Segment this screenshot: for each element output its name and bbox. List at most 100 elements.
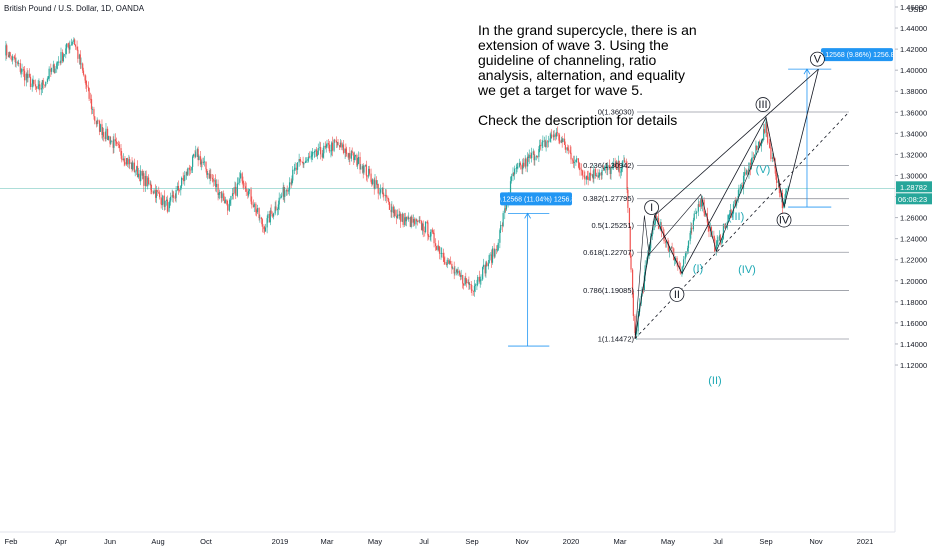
candle-body [155, 190, 157, 198]
candle-body [547, 141, 549, 143]
y-tick-label: 1.36000 [900, 108, 927, 117]
candle-body [248, 189, 251, 191]
candle-body [215, 183, 218, 188]
candle-body [124, 162, 126, 165]
x-tick-label: Mar [614, 537, 627, 546]
candle-body [476, 284, 478, 286]
candle-body [278, 197, 280, 205]
candle-body [552, 136, 554, 138]
candle-body [194, 154, 196, 157]
candle-body [767, 132, 769, 143]
candle-body [350, 151, 352, 159]
candle-body [416, 220, 419, 222]
candle-body [670, 246, 672, 248]
candle-body [404, 217, 406, 225]
y-tick-label: 1.42000 [900, 45, 927, 54]
candle-body [46, 78, 49, 82]
candle-body [420, 221, 423, 230]
candle-body [523, 162, 525, 167]
candle-body [643, 275, 645, 291]
candle-body [137, 173, 139, 178]
annotation-line: In the grand supercycle, there is an [478, 22, 697, 38]
candle-body [316, 149, 318, 156]
candle-body [242, 181, 244, 183]
candle-body [746, 170, 748, 175]
candle-body [598, 172, 601, 176]
candle-body [586, 175, 588, 177]
candle-body [142, 173, 144, 176]
candle-body [719, 235, 721, 244]
candle-body [527, 156, 530, 158]
candle-body [387, 197, 389, 199]
candle-body [71, 42, 73, 45]
candle-body [314, 149, 316, 152]
candle-body [626, 164, 628, 190]
candle-body [690, 227, 692, 233]
candle-body [456, 269, 458, 273]
measure-arrow [803, 68, 811, 75]
candle-body [701, 199, 704, 207]
y-tick-label: 1.18000 [900, 298, 927, 307]
candle-body [160, 197, 162, 205]
candle-body [567, 147, 569, 150]
candle-body [118, 144, 121, 149]
candle-body [697, 204, 699, 212]
candle-body [408, 217, 410, 219]
candle-body [769, 143, 771, 148]
x-tick-label: 2019 [272, 537, 289, 546]
y-tick-label: 1.46000 [900, 3, 927, 12]
candle-body [113, 139, 115, 148]
candle-body [48, 68, 50, 79]
x-tick-label: Apr [55, 537, 67, 546]
candle-body [151, 190, 153, 192]
candle-body [178, 190, 180, 191]
candle-body [544, 140, 546, 148]
candle-body [277, 204, 279, 210]
candle-body [777, 180, 779, 183]
candle-body [538, 149, 540, 158]
candle-body [445, 263, 448, 265]
candle-body [528, 154, 530, 158]
candle-body [555, 132, 558, 137]
candle-body [226, 199, 228, 205]
candle-body [531, 152, 533, 159]
candle-body [267, 213, 269, 219]
candle-body [186, 171, 188, 175]
candle-body [203, 161, 206, 163]
candle-body [84, 74, 86, 81]
candle-body [63, 54, 65, 56]
candle-body [130, 162, 132, 164]
candle-body [173, 195, 175, 198]
candle-body [496, 249, 499, 251]
candle-body [732, 204, 735, 214]
candle-body [175, 190, 177, 199]
candle-body [274, 206, 276, 214]
candle-body [342, 144, 344, 148]
candle-body [595, 175, 597, 177]
candle-body [128, 159, 130, 165]
candle-body [739, 187, 742, 189]
candle-body [308, 156, 310, 160]
candle-body [770, 147, 772, 159]
candle-body [657, 218, 659, 221]
candle-body [569, 150, 571, 153]
candle-body [59, 61, 61, 63]
candle-body [419, 220, 421, 222]
candle-body [104, 136, 106, 140]
candle-body [57, 62, 59, 64]
candle-body [452, 267, 454, 269]
candle-body [300, 160, 302, 162]
candle-body [185, 171, 187, 176]
candle-body [82, 63, 84, 71]
candle-body [757, 145, 759, 150]
candle-body [261, 219, 263, 227]
candle-body [121, 155, 123, 161]
candle-body [145, 175, 147, 187]
candle-body [693, 213, 695, 220]
candle-body [433, 232, 435, 244]
candle-body [132, 162, 134, 170]
candle-body [404, 217, 407, 222]
candle-body [424, 231, 426, 233]
candle-body [668, 244, 670, 252]
